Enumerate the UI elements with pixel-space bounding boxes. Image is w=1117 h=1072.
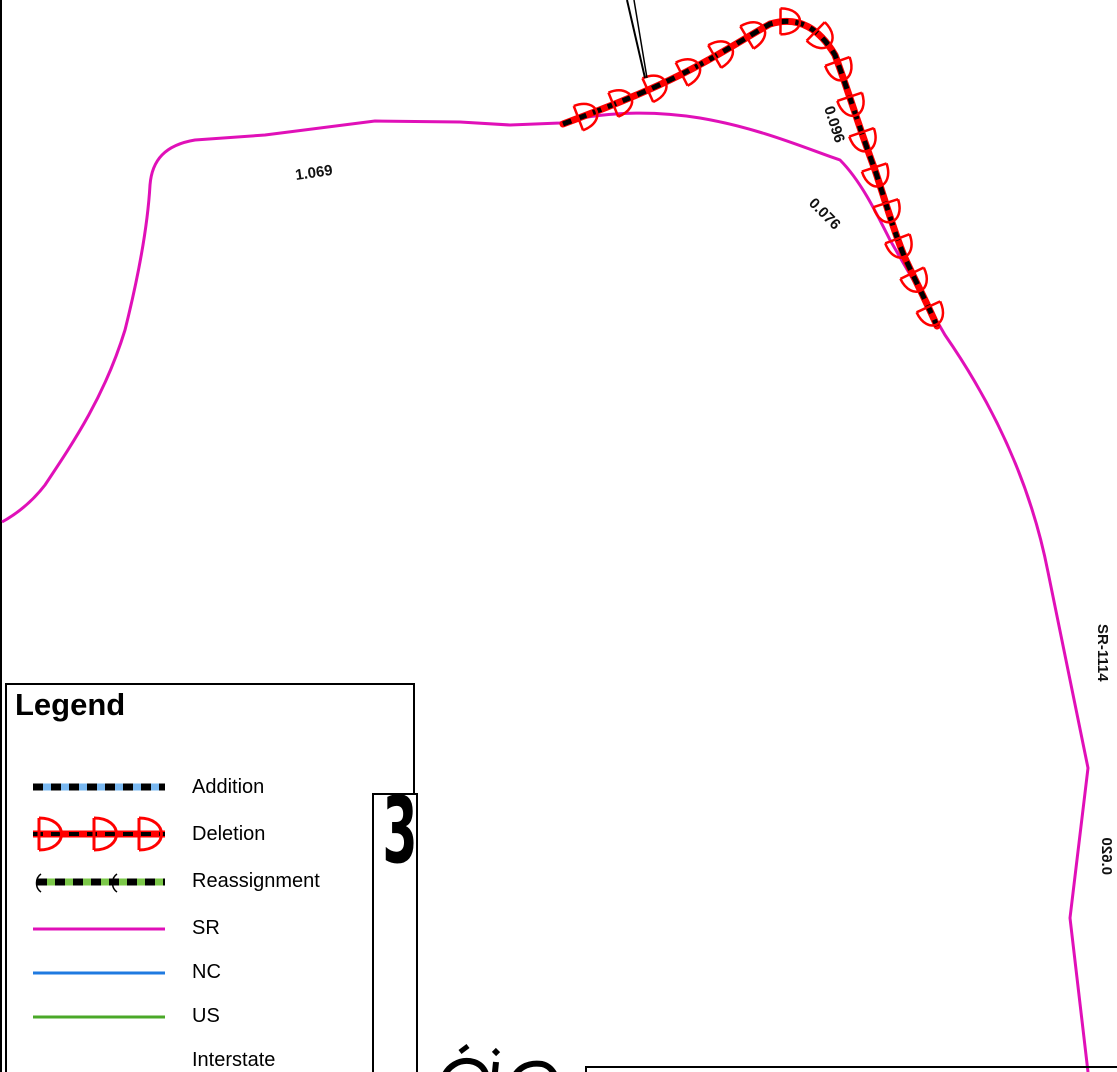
legend-item-us: US — [7, 997, 407, 1037]
deletion-marker — [707, 40, 735, 69]
deletion-marker — [899, 266, 928, 293]
us-symbol-icon — [33, 1015, 165, 1019]
sheet-index-box: 3 — [372, 785, 418, 1072]
deletion-marker — [823, 55, 853, 82]
segment-label-0076: 0.076 — [805, 195, 844, 234]
legend-title: Legend — [15, 687, 126, 722]
leader-line-2 — [633, 0, 648, 79]
legend-panel: Legend Addition Deletion — [5, 683, 415, 1072]
deletion-marker — [848, 126, 877, 153]
deletion-marker — [572, 102, 599, 132]
deletion-marker — [884, 233, 913, 259]
legend-item-nc: NC — [7, 953, 407, 993]
segment-label-0620: 0.620 — [1098, 837, 1115, 875]
leader-line — [626, 0, 646, 79]
deletion-markers — [572, 7, 945, 327]
deletion-marker — [641, 74, 668, 104]
deletion-marker — [607, 89, 634, 118]
legend-item-deletion: Deletion — [7, 815, 407, 855]
legend-item-reassignment: Reassignment — [7, 862, 407, 902]
nc-symbol-icon — [33, 971, 165, 975]
reassignment-symbol-icon — [35, 873, 165, 893]
deletion-marker — [836, 91, 865, 117]
map-frame-left-border — [0, 0, 2, 1072]
route-label-sr1114: SR-1114 — [1094, 624, 1111, 682]
legend-label-sr: SR — [192, 917, 220, 939]
deletion-route-line — [559, 17, 941, 330]
deletion-marker — [674, 58, 702, 87]
deletion-marker — [739, 20, 767, 50]
deletion-marker — [860, 162, 890, 188]
deletion-marker — [805, 21, 834, 50]
legend-item-sr: SR — [7, 909, 407, 949]
legend-label-deletion: Deletion — [192, 823, 266, 845]
deletion-route-dashes — [562, 18, 940, 327]
legend-label-nc: NC — [192, 961, 221, 983]
legend-label-us: US — [192, 1005, 220, 1027]
segment-label-1069: 1.069 — [294, 162, 334, 184]
sheet-number: 3 — [382, 777, 418, 884]
north-arrow-icon — [443, 1044, 557, 1072]
addition-symbol-icon — [33, 783, 165, 791]
deletion-marker — [872, 198, 901, 224]
segment-label-0096: 0.096 — [820, 104, 848, 145]
legend-label-reassignment: Reassignment — [192, 870, 320, 892]
deletion-marker — [779, 7, 802, 36]
legend-label-interstate: Interstate — [192, 1049, 276, 1071]
deletion-symbol-icon — [33, 816, 165, 852]
legend-item-addition: Addition — [7, 768, 407, 808]
legend-label-addition: Addition — [192, 776, 265, 798]
legend-item-interstate: Interstate — [7, 1041, 407, 1072]
sr-symbol-icon — [33, 927, 165, 931]
inset-map-frame — [585, 1066, 1117, 1072]
deletion-marker — [915, 300, 945, 327]
